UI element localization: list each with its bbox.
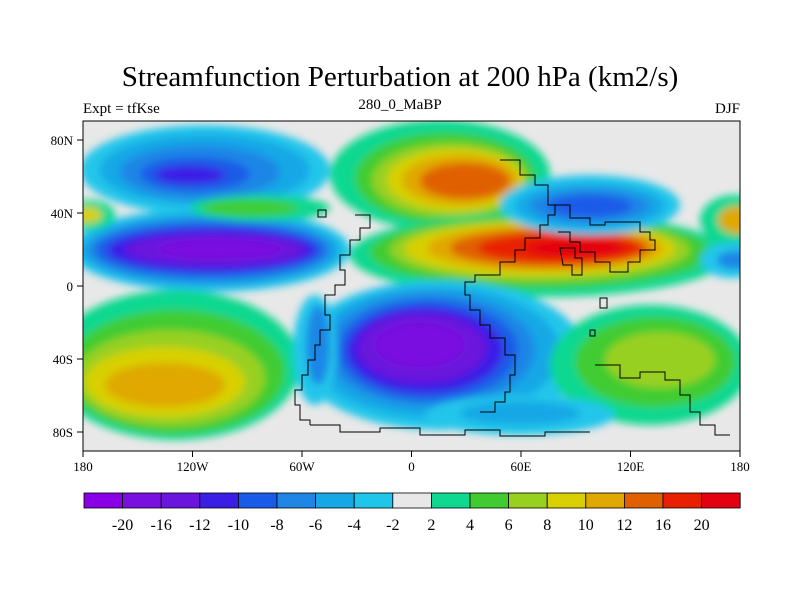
colorbar-label: -12 <box>189 517 210 534</box>
colorbar-label: 4 <box>466 517 474 534</box>
colorbar-swatch <box>508 492 548 509</box>
map-title: Streamfunction Perturbation at 200 hPa (… <box>121 61 679 93</box>
colorbar-swatch <box>430 492 471 509</box>
high-north-atlantic <box>190 195 330 221</box>
colorbar-label: -10 <box>228 517 249 534</box>
longitude-labels: 180 120W 60W 0 60E 120E 180 <box>73 459 750 474</box>
high-far-east <box>700 195 740 245</box>
colorbar-swatch <box>662 492 702 509</box>
lat-tick-label: 80N <box>51 133 74 148</box>
colorbar-label: 10 <box>578 517 594 534</box>
lon-tick-label: 120W <box>177 459 210 474</box>
lon-tick-label: 180 <box>73 459 93 474</box>
colorbar-swatch <box>701 492 741 509</box>
lon-tick-label: 180 <box>730 459 750 474</box>
colorbar-label: -16 <box>151 517 172 534</box>
lat-tick-label: 80S <box>53 425 73 440</box>
latitude-labels: 80N 40N 0 40S 80S <box>51 133 74 440</box>
colorbar-swatch <box>392 492 432 509</box>
lon-tick-label: 60E <box>511 459 532 474</box>
colorbar-swatch <box>469 492 509 509</box>
low-far-east <box>700 242 740 278</box>
low-south-atlantic-africa <box>295 280 585 430</box>
experiment-label: Expt = tfKse <box>83 101 160 117</box>
low-subtropical-west <box>83 208 350 292</box>
lat-tick-label: 40S <box>53 352 73 367</box>
colorbar-swatch <box>160 492 201 509</box>
colorbar-label: 20 <box>694 517 710 534</box>
season-label: DJF <box>714 101 740 117</box>
colorbar-swatch <box>199 492 239 509</box>
colorbar-label: -2 <box>386 517 399 534</box>
high-eurasia <box>330 121 550 230</box>
high-subtropical-asia <box>350 213 730 297</box>
low-southern-ocean <box>425 395 615 435</box>
colorbar-label: 2 <box>427 517 435 534</box>
lon-tick-label: 60W <box>289 459 315 474</box>
colorbar-label: 16 <box>655 517 671 534</box>
lon-tick-label: 120E <box>617 459 645 474</box>
colorbar-swatch <box>276 492 316 509</box>
colorbar-label: 8 <box>543 517 551 534</box>
colorbar-swatch <box>237 492 278 509</box>
colorbar-label: -4 <box>348 517 361 534</box>
colorbar-label: -8 <box>270 517 283 534</box>
colorbar-swatch <box>122 492 162 509</box>
high-south-indian <box>550 305 740 425</box>
colorbar-label: -6 <box>309 517 322 534</box>
colorbar-labels: -20 -16 -12 -10 -8 -6 -4 -2 2 4 6 8 10 12 16 20 <box>112 517 710 534</box>
colorbar-swatch <box>624 492 664 509</box>
continent-outlines <box>294 159 730 437</box>
high-south-pacific <box>83 290 300 440</box>
lat-tick-label: 0 <box>67 279 74 294</box>
axis-ticks <box>77 139 741 457</box>
contour-field <box>83 121 740 440</box>
colorbar-label: 6 <box>505 517 513 534</box>
high-far-west <box>83 200 115 230</box>
colorbar-swatch <box>585 492 625 509</box>
colorbar-label: -20 <box>112 517 133 534</box>
colorbar-swatch <box>546 492 587 509</box>
case-label: 280_0_MaBP <box>358 97 442 113</box>
colorbar-swatch <box>315 492 355 509</box>
low-north-pacific <box>83 125 330 215</box>
lat-tick-label: 40N <box>51 206 74 221</box>
colorbar-swatch <box>353 492 394 509</box>
colorbar-label: 12 <box>616 517 632 534</box>
low-east-asia <box>500 175 680 235</box>
colorbar <box>83 492 741 509</box>
colorbar-swatch <box>83 492 123 509</box>
lon-tick-label: 0 <box>408 459 415 474</box>
